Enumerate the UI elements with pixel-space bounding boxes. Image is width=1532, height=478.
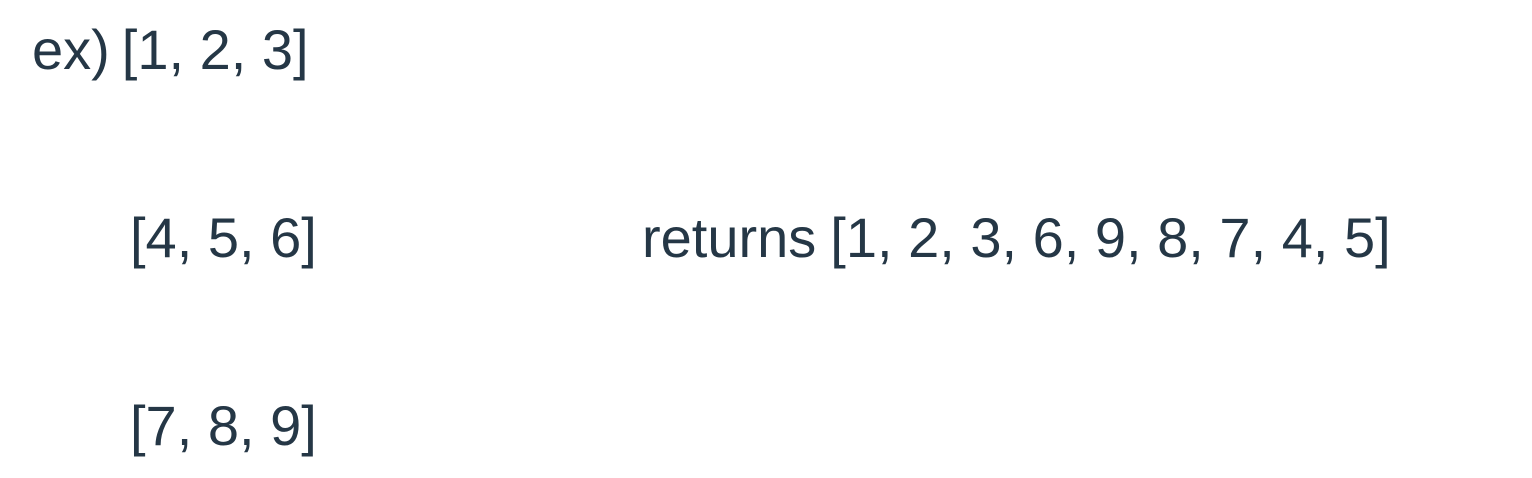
result-value: [1, 2, 3, 6, 9, 8, 7, 4, 5]	[830, 206, 1391, 269]
result-line: returns [1, 2, 3, 6, 9, 8, 7, 4, 5]	[642, 210, 1391, 266]
matrix-row-1: [1, 2, 3]	[121, 18, 309, 81]
matrix-row-2: [4, 5, 6]	[130, 206, 317, 269]
example-prefix: ex)	[32, 18, 110, 81]
matrix-row-1-line: ex) [1, 2, 3]	[32, 22, 309, 78]
result-label: returns	[642, 206, 817, 269]
matrix-row-3: [7, 8, 9]	[130, 394, 317, 457]
